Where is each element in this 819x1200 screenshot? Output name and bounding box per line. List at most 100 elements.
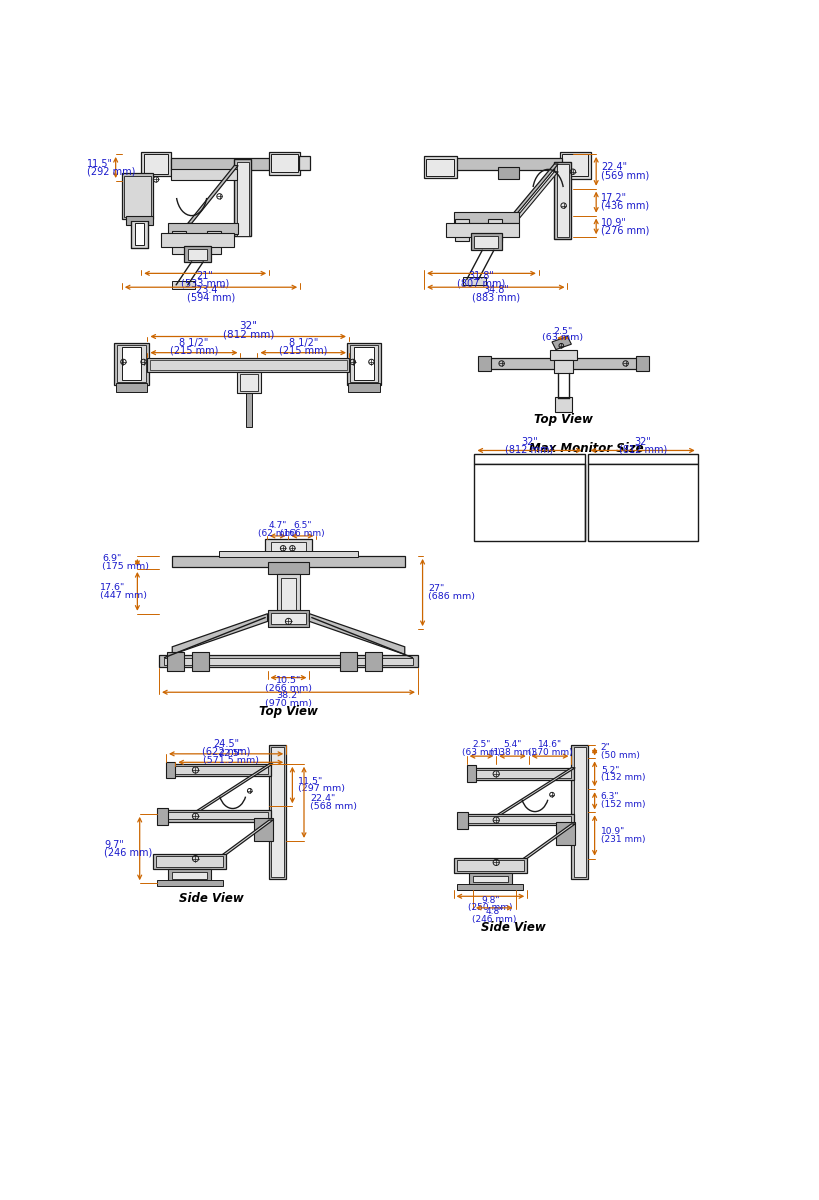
Text: (138 mm): (138 mm) bbox=[490, 748, 534, 757]
Text: (63 mm): (63 mm) bbox=[541, 332, 582, 342]
Bar bbox=[550, 350, 576, 360]
Bar bbox=[554, 396, 572, 412]
Bar bbox=[219, 551, 358, 558]
Text: (812 mm): (812 mm) bbox=[618, 445, 666, 455]
Text: (246 mm): (246 mm) bbox=[104, 847, 152, 857]
Text: 2.5": 2.5" bbox=[472, 740, 490, 749]
Bar bbox=[364, 653, 382, 671]
Bar bbox=[152, 854, 226, 869]
Text: (292 mm): (292 mm) bbox=[87, 167, 135, 176]
Bar bbox=[457, 811, 468, 828]
Text: (63 mm): (63 mm) bbox=[461, 748, 500, 757]
Text: (807 mm): (807 mm) bbox=[457, 278, 505, 288]
Text: 9.7": 9.7" bbox=[104, 840, 124, 850]
Polygon shape bbox=[309, 613, 405, 654]
Bar bbox=[167, 812, 268, 820]
Text: 32": 32" bbox=[633, 437, 650, 446]
Bar bbox=[571, 744, 588, 880]
Bar bbox=[172, 281, 195, 289]
Bar bbox=[122, 173, 152, 220]
Bar bbox=[161, 233, 234, 247]
Text: 27": 27" bbox=[428, 584, 444, 593]
Text: Max Monitor Size: Max Monitor Size bbox=[528, 442, 643, 455]
Bar bbox=[183, 246, 210, 262]
Bar bbox=[455, 158, 561, 170]
Text: 4.8": 4.8" bbox=[485, 907, 503, 916]
Bar bbox=[271, 613, 305, 624]
Bar bbox=[280, 577, 296, 610]
Text: Top View: Top View bbox=[259, 704, 318, 718]
Bar bbox=[462, 277, 486, 284]
Bar bbox=[453, 858, 527, 874]
Text: 22.4": 22.4" bbox=[600, 162, 627, 173]
Bar bbox=[267, 610, 309, 626]
Text: (812 mm): (812 mm) bbox=[222, 329, 274, 340]
Text: (447 mm): (447 mm) bbox=[100, 590, 147, 600]
Bar bbox=[477, 355, 491, 371]
Text: (594 mm): (594 mm) bbox=[187, 293, 235, 302]
Bar bbox=[269, 744, 286, 880]
Text: (152 mm): (152 mm) bbox=[600, 800, 645, 809]
Bar bbox=[423, 156, 456, 178]
Bar bbox=[156, 857, 223, 868]
Polygon shape bbox=[551, 336, 571, 349]
Bar bbox=[135, 223, 144, 245]
Bar bbox=[253, 817, 273, 841]
Text: (266 mm): (266 mm) bbox=[265, 684, 311, 692]
Text: (533 mm): (533 mm) bbox=[181, 278, 229, 288]
Bar bbox=[267, 562, 309, 575]
Bar bbox=[240, 374, 257, 391]
Text: (175 mm): (175 mm) bbox=[102, 562, 149, 571]
Bar bbox=[131, 221, 148, 248]
Bar bbox=[141, 151, 170, 176]
Text: 8 1/2": 8 1/2" bbox=[179, 337, 208, 348]
Bar bbox=[497, 167, 518, 180]
Text: Side View: Side View bbox=[179, 892, 243, 905]
Text: (812 mm): (812 mm) bbox=[505, 445, 553, 455]
Bar bbox=[466, 766, 476, 782]
Polygon shape bbox=[188, 166, 238, 223]
Bar bbox=[150, 360, 346, 370]
Bar bbox=[555, 822, 575, 845]
Text: (686 mm): (686 mm) bbox=[428, 592, 474, 601]
Bar bbox=[115, 383, 147, 392]
Bar bbox=[172, 556, 405, 566]
Text: 10.5": 10.5" bbox=[275, 676, 301, 685]
Text: (250 mm): (250 mm) bbox=[468, 904, 512, 912]
Text: (370 mm): (370 mm) bbox=[527, 748, 572, 757]
Bar bbox=[156, 808, 167, 824]
Polygon shape bbox=[515, 824, 575, 864]
Bar bbox=[487, 220, 501, 241]
Bar bbox=[166, 653, 183, 671]
Text: (62 mm): (62 mm) bbox=[258, 529, 296, 538]
Bar bbox=[554, 360, 572, 373]
Bar bbox=[426, 158, 454, 175]
Bar bbox=[156, 880, 222, 887]
Bar bbox=[188, 248, 207, 260]
Text: (568 mm): (568 mm) bbox=[310, 802, 357, 811]
Text: Side View: Side View bbox=[480, 922, 545, 935]
Bar bbox=[147, 358, 349, 372]
Bar bbox=[554, 162, 571, 239]
Bar bbox=[175, 766, 268, 774]
Text: 17.6": 17.6" bbox=[100, 583, 125, 592]
Text: (883 mm): (883 mm) bbox=[471, 293, 519, 302]
Text: 5.2": 5.2" bbox=[600, 766, 618, 774]
Text: Top View: Top View bbox=[533, 413, 592, 426]
Bar bbox=[298, 156, 310, 170]
Text: (571.5 mm): (571.5 mm) bbox=[202, 756, 259, 766]
Text: (970 mm): (970 mm) bbox=[265, 698, 311, 708]
Bar bbox=[170, 169, 237, 180]
Text: 6.3": 6.3" bbox=[600, 792, 618, 802]
Bar bbox=[346, 343, 381, 385]
Bar bbox=[269, 151, 300, 175]
Bar bbox=[237, 162, 249, 235]
Bar bbox=[168, 869, 210, 881]
Bar bbox=[242, 360, 255, 383]
Bar bbox=[277, 575, 300, 613]
Bar bbox=[114, 343, 149, 385]
Bar bbox=[474, 235, 497, 248]
Polygon shape bbox=[215, 820, 273, 860]
Bar bbox=[446, 223, 518, 238]
Text: 2.5": 2.5" bbox=[553, 326, 572, 336]
